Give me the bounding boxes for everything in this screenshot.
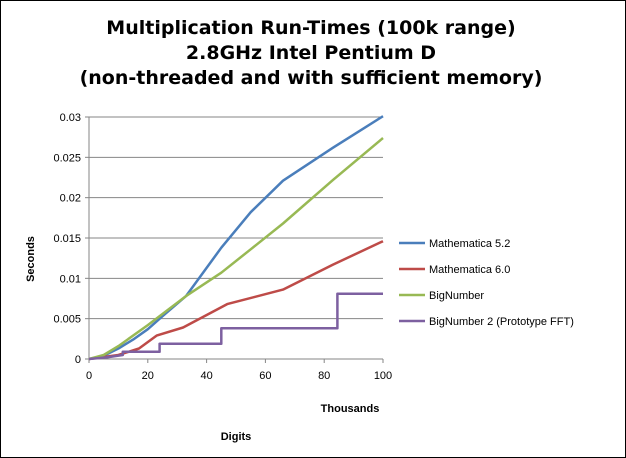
x-axis-title: Digits xyxy=(221,431,252,443)
axes xyxy=(85,116,384,363)
chart-title-line-1: Multiplication Run-Times (100k range) xyxy=(106,17,515,39)
y-tick-label: 0.025 xyxy=(53,152,81,164)
x-tick-label: 60 xyxy=(259,370,271,382)
y-tick-label: 0.015 xyxy=(53,233,81,245)
y-tick-label: 0.005 xyxy=(53,314,81,326)
legend-label: Mathematica 6.0 xyxy=(429,264,510,276)
y-tick-label: 0 xyxy=(75,354,81,366)
legend: Mathematica 5.2 Mathematica 6.0 BigNumber B… xyxy=(399,238,574,328)
chart-title: Multiplication Run-Times (100k range) 2.… xyxy=(80,17,543,89)
gridlines xyxy=(89,116,383,320)
y-tick-label: 0.01 xyxy=(60,273,81,285)
series-line-3 xyxy=(88,137,384,361)
x-tick-label: 100 xyxy=(374,370,392,382)
legend-label: BigNumber 2 (Prototype FFT) xyxy=(429,316,574,328)
x-tick-label: 0 xyxy=(86,370,92,382)
x-tick-label: 80 xyxy=(318,370,330,382)
x-tick-labels: 0 20 40 60 80 100 xyxy=(86,370,392,382)
x-tick-label: 40 xyxy=(200,370,212,382)
x-axis-units-label: Thousands xyxy=(321,403,380,415)
y-tick-label: 0.02 xyxy=(60,193,81,205)
chart-title-line-2: 2.8GHz Intel Pentium D xyxy=(186,42,436,64)
x-tick-label: 20 xyxy=(142,370,154,382)
y-axis-title: Seconds xyxy=(25,236,37,282)
series-line-4 xyxy=(88,292,383,361)
chart-title-line-3: (non-threaded and with sufficient memory… xyxy=(80,67,543,89)
legend-label: BigNumber xyxy=(429,290,484,302)
y-tick-labels: 0 0.005 0.01 0.015 0.02 0.025 0.03 xyxy=(53,112,81,366)
series-lines xyxy=(88,115,384,361)
y-tick-label: 0.03 xyxy=(60,112,81,124)
series-line-2 xyxy=(88,240,384,361)
legend-label: Mathematica 5.2 xyxy=(429,238,510,250)
